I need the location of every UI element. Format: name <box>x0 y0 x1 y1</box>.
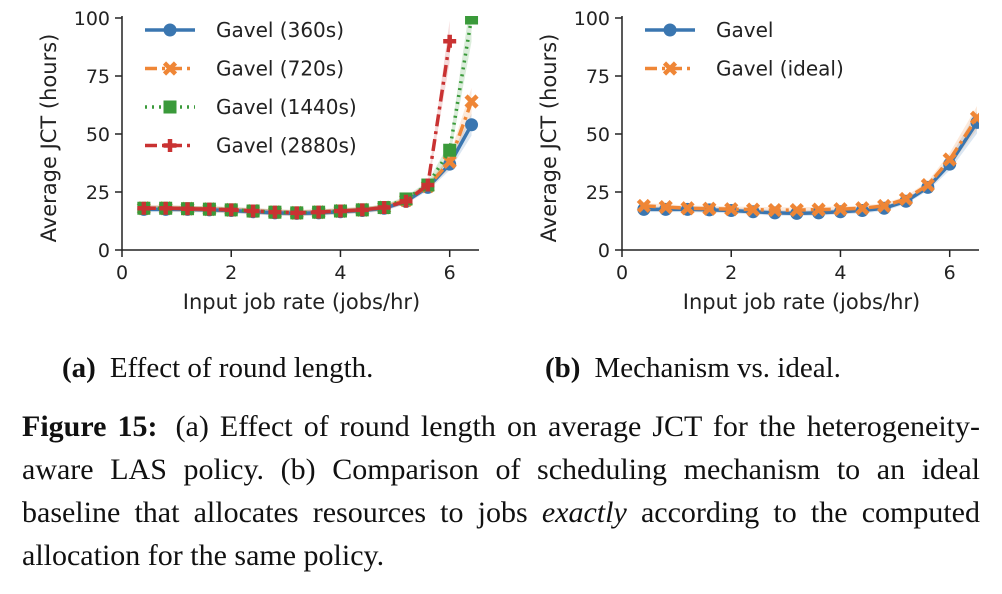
subcaption-a-label: (a) <box>62 352 96 384</box>
chart-b-series-0-line <box>643 121 979 216</box>
chart-a-y-tick-label: 50 <box>86 124 110 146</box>
chart-b-legend-0-label: Gavel <box>716 18 773 42</box>
chart-b-series-1-point <box>811 202 826 217</box>
chart-b: 0 25 50 75 100 0 2 4 6 Input job rate (jobs/hr) Av… <box>500 0 1000 330</box>
chart-b-series-1-band <box>643 106 977 213</box>
chart-b-y-axis-label: Average JCT (hours) <box>537 34 561 243</box>
subcaption-b: (b) Mechanism vs. ideal. <box>545 352 841 385</box>
chart-b-x-tick-label: 0 <box>616 262 628 284</box>
chart-a-series-3-point <box>137 201 151 215</box>
chart-b-y-tick-label: 100 <box>574 8 610 30</box>
chart-b-y-tick-label: 50 <box>586 124 610 146</box>
chart-a-x-tick-label: 2 <box>225 262 237 284</box>
chart-a-series-3-point <box>312 205 326 219</box>
chart-a: 0 25 50 75 100 0 2 4 6 Input job rate (jobs/hr) Av… <box>0 0 500 330</box>
chart-a-legend-2-label: Gavel (1440s) <box>216 95 357 119</box>
chart-b-y-tick-label: 25 <box>586 182 610 204</box>
chart-a-legend-2-marker <box>163 100 177 114</box>
caption-part2: according to the computed allocation for… <box>22 496 981 572</box>
chart-b-y-tick-label: 75 <box>586 66 610 88</box>
chart-a-y-axis-label: Average JCT (hours) <box>37 34 61 243</box>
chart-a-series-3-point <box>333 204 347 218</box>
chart-a-legend: Gavel (360s) Gavel (720s) Gavel (1440s) Gav… <box>145 18 357 158</box>
caption-part1: (a) Effect of round length on average JC… <box>22 410 980 529</box>
chart-b-x-tick-label: 6 <box>944 262 956 284</box>
chart-a-series-3-point <box>443 34 457 48</box>
chart-b-legend-0-marker <box>663 23 677 37</box>
chart-a-legend-1-label: Gavel (720s) <box>216 57 344 81</box>
chart-b-series-1-line <box>643 116 979 212</box>
chart-a-series-3-point <box>268 205 282 219</box>
chart-a-series-0-band <box>143 113 472 217</box>
chart-b-series-1-point <box>702 201 717 216</box>
chart-a-series-1-point <box>464 94 479 109</box>
chart-b-x-axis-label: Input job rate (jobs/hr) <box>683 290 920 314</box>
chart-b-series-1-point <box>855 201 870 216</box>
subcaption-b-label: (b) <box>545 352 581 384</box>
chart-b-x-tick-label: 2 <box>725 262 737 284</box>
subcaption-a-text: Effect of round length. <box>109 352 374 384</box>
subcaption-b-text: Mechanism vs. ideal. <box>594 352 841 384</box>
caption-emphasis: exactly <box>541 496 627 529</box>
chart-b-series-1-point <box>680 201 695 216</box>
chart-b-legend: Gavel Gavel (ideal) <box>645 18 844 81</box>
chart-a-series-0-point <box>465 118 479 132</box>
chart-a-plot-area <box>136 16 479 220</box>
chart-b-series-0-band <box>643 111 977 217</box>
chart-a-legend-0-marker <box>163 23 177 37</box>
figure-caption: Figure 15: (a) Effect of round length on … <box>22 405 980 577</box>
chart-b-series-1-point <box>877 198 892 214</box>
chart-b-y-tick-label: 0 <box>598 240 610 262</box>
chart-a-series-3-point <box>399 194 413 208</box>
chart-a-x-tick-label: 4 <box>334 262 346 284</box>
chart-a-series-3-point <box>355 203 369 217</box>
chart-a-legend-0-label: Gavel (360s) <box>216 18 344 42</box>
caption-label: Figure 15: <box>22 410 158 443</box>
chart-b-plot-area <box>636 106 979 220</box>
chart-b-series-1-point <box>724 202 739 217</box>
chart-b-series-1-point <box>658 199 673 215</box>
chart-a-series-3-point <box>202 202 216 216</box>
chart-a-series-3-point <box>290 206 304 220</box>
chart-b-x-tick-label: 4 <box>834 262 846 284</box>
chart-a-series-3-point <box>224 203 238 217</box>
chart-a-series-3-point <box>159 201 173 215</box>
chart-b-series-1-point <box>833 202 848 217</box>
chart-b-legend-1-marker <box>662 61 678 76</box>
chart-b-legend-1-label: Gavel (ideal) <box>716 57 844 81</box>
chart-b-series-1-point <box>767 203 783 218</box>
chart-a-legend-3-label: Gavel (2880s) <box>216 134 357 158</box>
chart-b-series-1-point <box>920 177 935 193</box>
chart-a-x-tick-label: 6 <box>444 262 456 284</box>
chart-b-series-1-point <box>745 202 761 217</box>
subcaption-a: (a) Effect of round length. <box>62 352 373 385</box>
chart-a-series-3-point <box>181 202 195 216</box>
chart-a-x-tick-label: 0 <box>116 262 128 284</box>
chart-a-x-axis-label: Input job rate (jobs/hr) <box>183 290 420 314</box>
chart-b-series-1-point <box>789 203 804 218</box>
chart-a-series-3-point <box>377 201 391 215</box>
chart-a-y-tick-label: 75 <box>86 66 110 88</box>
chart-a-svg: 0 25 50 75 100 0 2 4 6 Input job rate (jobs/hr) Av… <box>37 8 479 314</box>
chart-b-series-1-point <box>898 191 914 207</box>
chart-b-series-1-point <box>969 110 979 125</box>
chart-a-series-3-point <box>246 204 260 218</box>
chart-a-y-tick-label: 25 <box>86 182 110 204</box>
chart-b-svg: 0 25 50 75 100 0 2 4 6 Input job rate (jobs/hr) Av… <box>537 8 979 314</box>
chart-a-legend-1-marker <box>162 61 178 76</box>
chart-b-series-1-point <box>636 198 651 214</box>
chart-a-series-2-point <box>443 143 457 157</box>
chart-b-series-1-point <box>942 152 957 167</box>
chart-a-series-3-point <box>421 178 435 192</box>
chart-a-y-tick-label: 0 <box>98 240 110 262</box>
chart-a-series-2-point <box>465 16 479 25</box>
chart-a-y-tick-label: 100 <box>74 8 110 30</box>
chart-a-legend-3-marker <box>163 139 177 152</box>
